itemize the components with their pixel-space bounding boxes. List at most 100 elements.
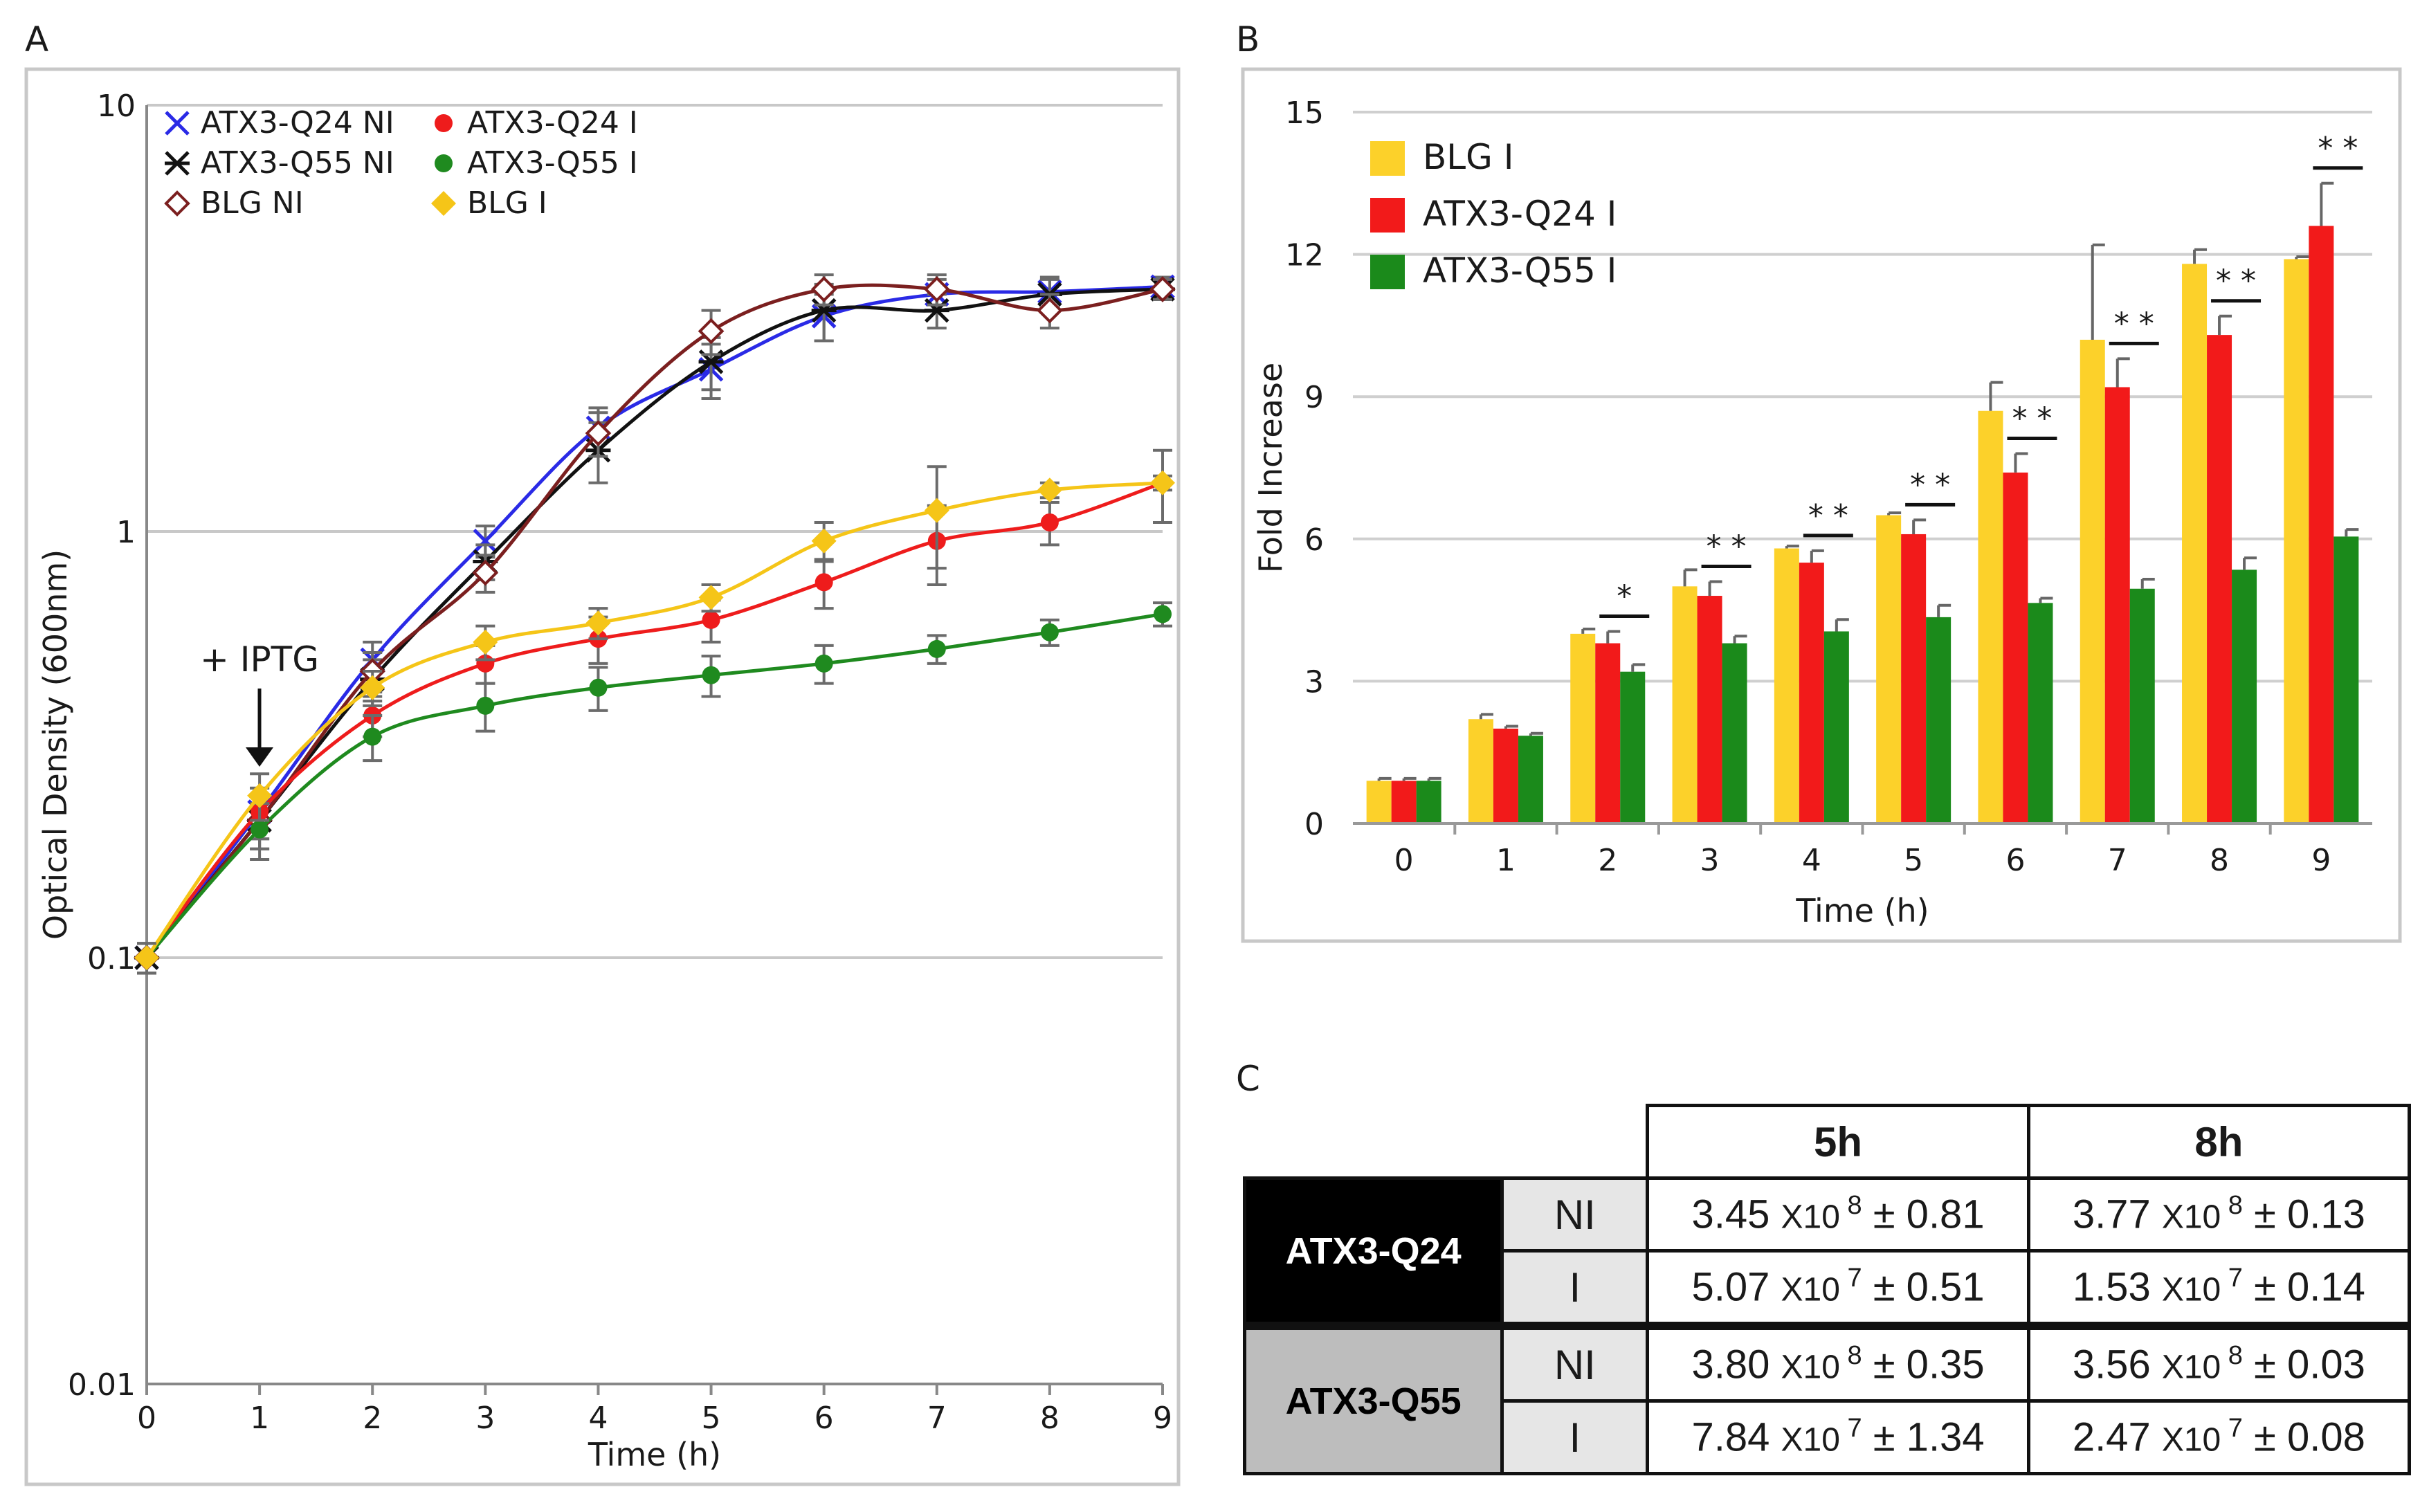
error-bar: [1529, 731, 1543, 736]
cfu-value-part: X10: [1781, 1421, 1840, 1459]
series-line: [145, 283, 1163, 959]
y-tick-label-a: 0.1: [87, 941, 136, 976]
cfu-value-part: 5.07: [1691, 1264, 1781, 1310]
condition-label: NI: [1500, 1176, 1650, 1253]
x-tick-label-b: 0: [1394, 843, 1414, 878]
x-tick-label-a: 6: [815, 1401, 834, 1436]
group-label: ATX3-Q24: [1242, 1176, 1504, 1328]
cfu-value-part: 7: [2221, 1414, 2243, 1443]
data-point-marker: [473, 629, 498, 655]
bar-group-4: [1774, 545, 1849, 823]
bar: [2182, 264, 2208, 824]
bar-group-5: [1876, 511, 1951, 823]
cfu-value-part: 3.77: [2072, 1192, 2162, 1237]
legend-label: ATX3-Q24 I: [1423, 194, 1617, 234]
data-point-marker: [472, 559, 499, 586]
error-bar: [1683, 568, 1698, 587]
legend-swatch: [1370, 255, 1405, 289]
error-bar: [1504, 725, 1518, 729]
significance-mark: * *: [2318, 131, 2358, 166]
data-point-marker: [165, 111, 190, 136]
bar: [1468, 719, 1493, 823]
x-tick-label-a: 2: [363, 1401, 382, 1436]
bar: [1722, 643, 1747, 823]
legend-label: BLG I: [1423, 137, 1514, 177]
table-row: I 5.07 X10 7 ± 0.51 1.53 X10 7 ± 0.14: [1245, 1249, 2411, 1328]
data-point-marker: [702, 610, 720, 629]
x-tick-label-b: 3: [1700, 843, 1720, 878]
data-point-marker: [1040, 513, 1059, 531]
legend-label: BLG I: [467, 185, 547, 221]
y-tick-label-a: 0.01: [68, 1367, 136, 1403]
cfu-value-part: 7: [2221, 1264, 2243, 1293]
table-row: ATX3-Q24 NI 3.45 X10 8 ± 0.81 3.77 X10 8 ± …: [1242, 1176, 2411, 1328]
data-point-marker: [164, 190, 190, 217]
bar: [1876, 515, 1902, 823]
bar: [1774, 548, 1799, 823]
data-point-marker: [702, 666, 720, 684]
series-blg-ni: [134, 273, 1176, 975]
x-tick-label-b: 7: [2108, 843, 2127, 878]
error-bar: [1581, 628, 1596, 634]
bar: [1978, 410, 2003, 823]
series-line: [145, 481, 1163, 959]
data-point-marker: [251, 820, 269, 839]
series-line: [145, 481, 1163, 959]
legend-label: ATX3-Q55 I: [467, 145, 638, 181]
cfu-value-part: ± 0.03: [2242, 1342, 2365, 1387]
cfu-value-part: X10: [1781, 1271, 1840, 1309]
bar: [2207, 335, 2232, 823]
x-axis-label-b: Time (h): [1795, 892, 1929, 929]
error-bar: [1912, 518, 1927, 534]
legend-swatch: [1370, 198, 1405, 233]
series-line: [145, 287, 1163, 959]
bar: [2309, 226, 2334, 824]
legend-swatch: [1370, 141, 1405, 176]
error-bar: [1785, 545, 1799, 549]
significance-mark: * *: [2114, 306, 2154, 341]
bar: [2232, 570, 2257, 823]
significance-mark: *: [1617, 579, 1632, 614]
cfu-value: 2.47 X10 7 ± 0.08: [2026, 1399, 2411, 1475]
series-blg-i: [134, 465, 1175, 975]
cfu-value: 3.56 X10 8 ± 0.03: [2026, 1322, 2411, 1403]
data-point-marker: [815, 654, 833, 673]
bar: [2080, 339, 2105, 824]
bar: [1697, 596, 1722, 823]
condition-label: NI: [1500, 1322, 1650, 1403]
error-bar: [2116, 357, 2130, 388]
cfu-value: 3.77 X10 8 ± 0.13: [2026, 1176, 2411, 1253]
cfu-value-part: 3.45: [1691, 1192, 1781, 1237]
bar-group-7: [2080, 243, 2155, 824]
error-bar: [2218, 314, 2232, 336]
data-point-marker: [476, 696, 495, 715]
condition-label: I: [1500, 1249, 1650, 1328]
y-tick-label-b: 15: [1285, 95, 1324, 131]
series-atx3-q24-ni: [134, 274, 1175, 975]
growth-curve-chart: 0.01 0.1 1 10 0 1 2 3 4 5 6 7 8 9 Time (h) Optical Dens…: [24, 67, 1181, 1486]
error-bar: [1377, 776, 1392, 781]
x-axis-label-a: Time (h): [588, 1436, 721, 1473]
bar: [1493, 728, 1518, 823]
condition-label: I: [1500, 1399, 1650, 1475]
data-point-marker: [1040, 623, 1059, 641]
significance-mark: * *: [1808, 498, 1848, 534]
legend-label: ATX3-Q24 NI: [201, 105, 394, 140]
table-header-row: 5h 8h: [1244, 1104, 2411, 1180]
x-tick-label-a: 9: [1153, 1401, 1172, 1436]
bar: [1620, 671, 1646, 823]
table-header-5h: 5h: [1646, 1104, 2030, 1180]
bar: [1570, 633, 1596, 823]
legend-entry: ATX3-Q55 I: [1370, 251, 1617, 291]
error-bar: [1835, 618, 1849, 632]
data-point-marker: [924, 298, 949, 323]
cfu-value-part: ± 0.08: [2242, 1414, 2365, 1460]
data-point-marker: [1154, 605, 1172, 623]
cfu-value-part: X10: [1781, 1349, 1840, 1386]
y-tick-label-b: 3: [1304, 664, 1324, 700]
bar-group-6: [1978, 381, 2053, 823]
error-bar: [1402, 776, 1417, 781]
bar-group-1: [1468, 713, 1543, 823]
cfu-value-part: 8: [2221, 1341, 2243, 1371]
bar: [1823, 631, 1849, 823]
